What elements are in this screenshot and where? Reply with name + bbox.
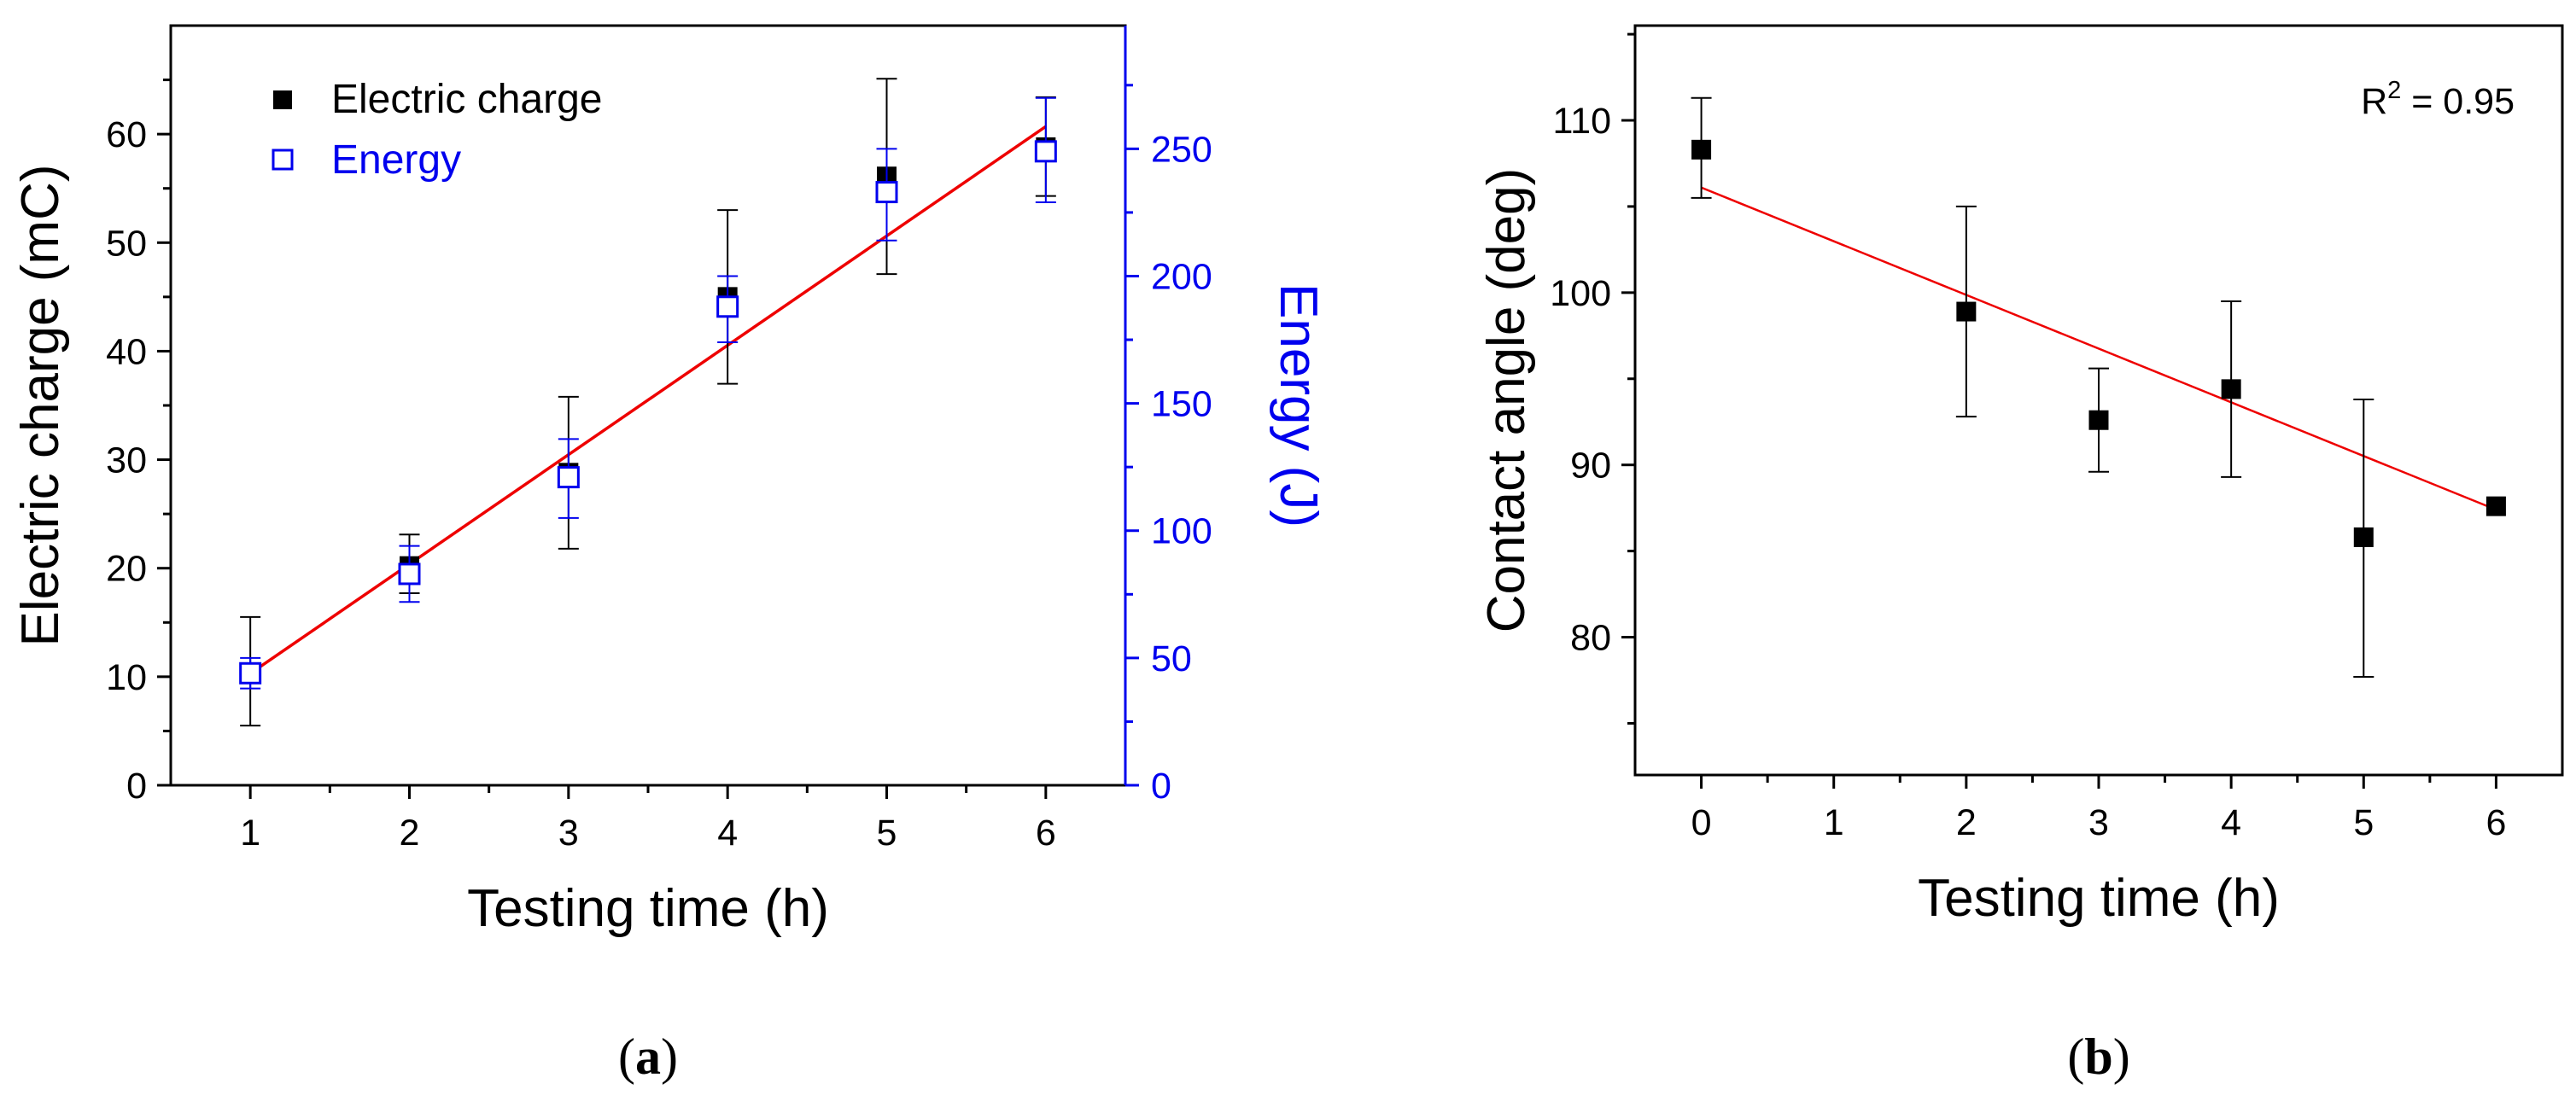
energy-point <box>875 181 898 204</box>
energy-point <box>239 661 262 685</box>
y-tick-label: 60 <box>106 114 147 155</box>
y2-tick-label: 200 <box>1151 256 1212 297</box>
chart-panel-b: 0 1 2 3 4 5 6 80 90 100 110 Testing time (h) Contact… <box>1477 24 2564 1085</box>
y2-tick-label: 250 <box>1151 129 1212 170</box>
x-tick-label: 0 <box>1691 802 1712 843</box>
legend-electric-charge-label: Electric charge <box>331 77 602 122</box>
panel-caption: (b) <box>2067 1029 2129 1085</box>
fit-line <box>249 125 1047 675</box>
legend-energy-label: Energy <box>331 137 461 183</box>
x-tick-label: 4 <box>2221 802 2241 843</box>
x-tick-label: 5 <box>2353 802 2374 843</box>
r-squared-annotation: R2 = 0.95 <box>2361 77 2515 122</box>
x-tick-label: 3 <box>558 813 579 854</box>
contact-angle-point <box>2088 410 2109 430</box>
contact-angle-point <box>2353 527 2374 547</box>
legend-energy-marker <box>272 149 294 171</box>
x-tick-label: 3 <box>2088 802 2109 843</box>
plot-frame <box>169 24 1127 787</box>
energy-point <box>716 295 739 318</box>
y-tick-label: 90 <box>1570 446 1611 487</box>
caption-paren-open: ( <box>618 1029 635 1085</box>
panel-caption: (a) <box>618 1029 678 1085</box>
x-tick-label: 1 <box>240 813 260 854</box>
caption-paren-close: ) <box>2113 1029 2130 1085</box>
caption-letter: b <box>2084 1029 2112 1085</box>
y-tick-label: 50 <box>106 223 147 264</box>
y-tick-label: 0 <box>126 766 147 807</box>
contact-angle-point <box>2485 496 2506 516</box>
x-tick-label: 6 <box>2485 802 2506 843</box>
r-squared-superscript: 2 <box>2387 77 2401 104</box>
r-squared-value: = 0.95 <box>2401 81 2515 122</box>
caption-paren-open: ( <box>2067 1029 2084 1085</box>
y-tick-label: 20 <box>106 549 147 590</box>
y2-axis-label: Energy (J) <box>1269 283 1328 527</box>
x-axis-label: Testing time (h) <box>1918 869 2280 928</box>
x-tick-label: 2 <box>1956 802 1977 843</box>
y2-tick-label: 150 <box>1151 384 1212 425</box>
energy-point <box>398 562 421 586</box>
energy-point <box>557 466 580 489</box>
x-tick-label: 5 <box>877 813 897 854</box>
energy-point <box>1034 140 1057 163</box>
y-tick-label: 100 <box>1550 273 1611 314</box>
y-axis-label: Contact angle (deg) <box>1477 168 1536 633</box>
contact-angle-point <box>1956 301 1977 322</box>
series-energy <box>239 96 1057 690</box>
series-contact-angle <box>1691 96 2506 678</box>
caption-letter: a <box>635 1029 661 1085</box>
y-tick-label: 10 <box>106 657 147 698</box>
x-axis-label: Testing time (h) <box>467 879 829 938</box>
x-tick-label: 1 <box>1824 802 1844 843</box>
caption-paren-close: ) <box>661 1029 678 1085</box>
contact-angle-point <box>2221 379 2241 399</box>
x-tick-label: 6 <box>1036 813 1056 854</box>
legend-electric-charge-marker <box>273 90 292 109</box>
y2-tick-label: 50 <box>1151 638 1192 679</box>
x-tick-label: 4 <box>717 813 738 854</box>
y-tick-label: 80 <box>1570 618 1611 659</box>
x-tick-label: 2 <box>400 813 420 854</box>
r-squared-prefix: R <box>2361 81 2387 122</box>
y-tick-label: 110 <box>1552 101 1611 142</box>
y-tick-label: 30 <box>106 440 147 481</box>
y2-tick-label: 0 <box>1151 766 1171 807</box>
y2-tick-label: 100 <box>1151 511 1212 552</box>
y-axis-label: Electric charge (mC) <box>11 165 70 647</box>
legend: Electric charge Energy <box>272 77 602 183</box>
contact-angle-point <box>1691 139 1712 160</box>
y-tick-label: 40 <box>106 331 147 372</box>
